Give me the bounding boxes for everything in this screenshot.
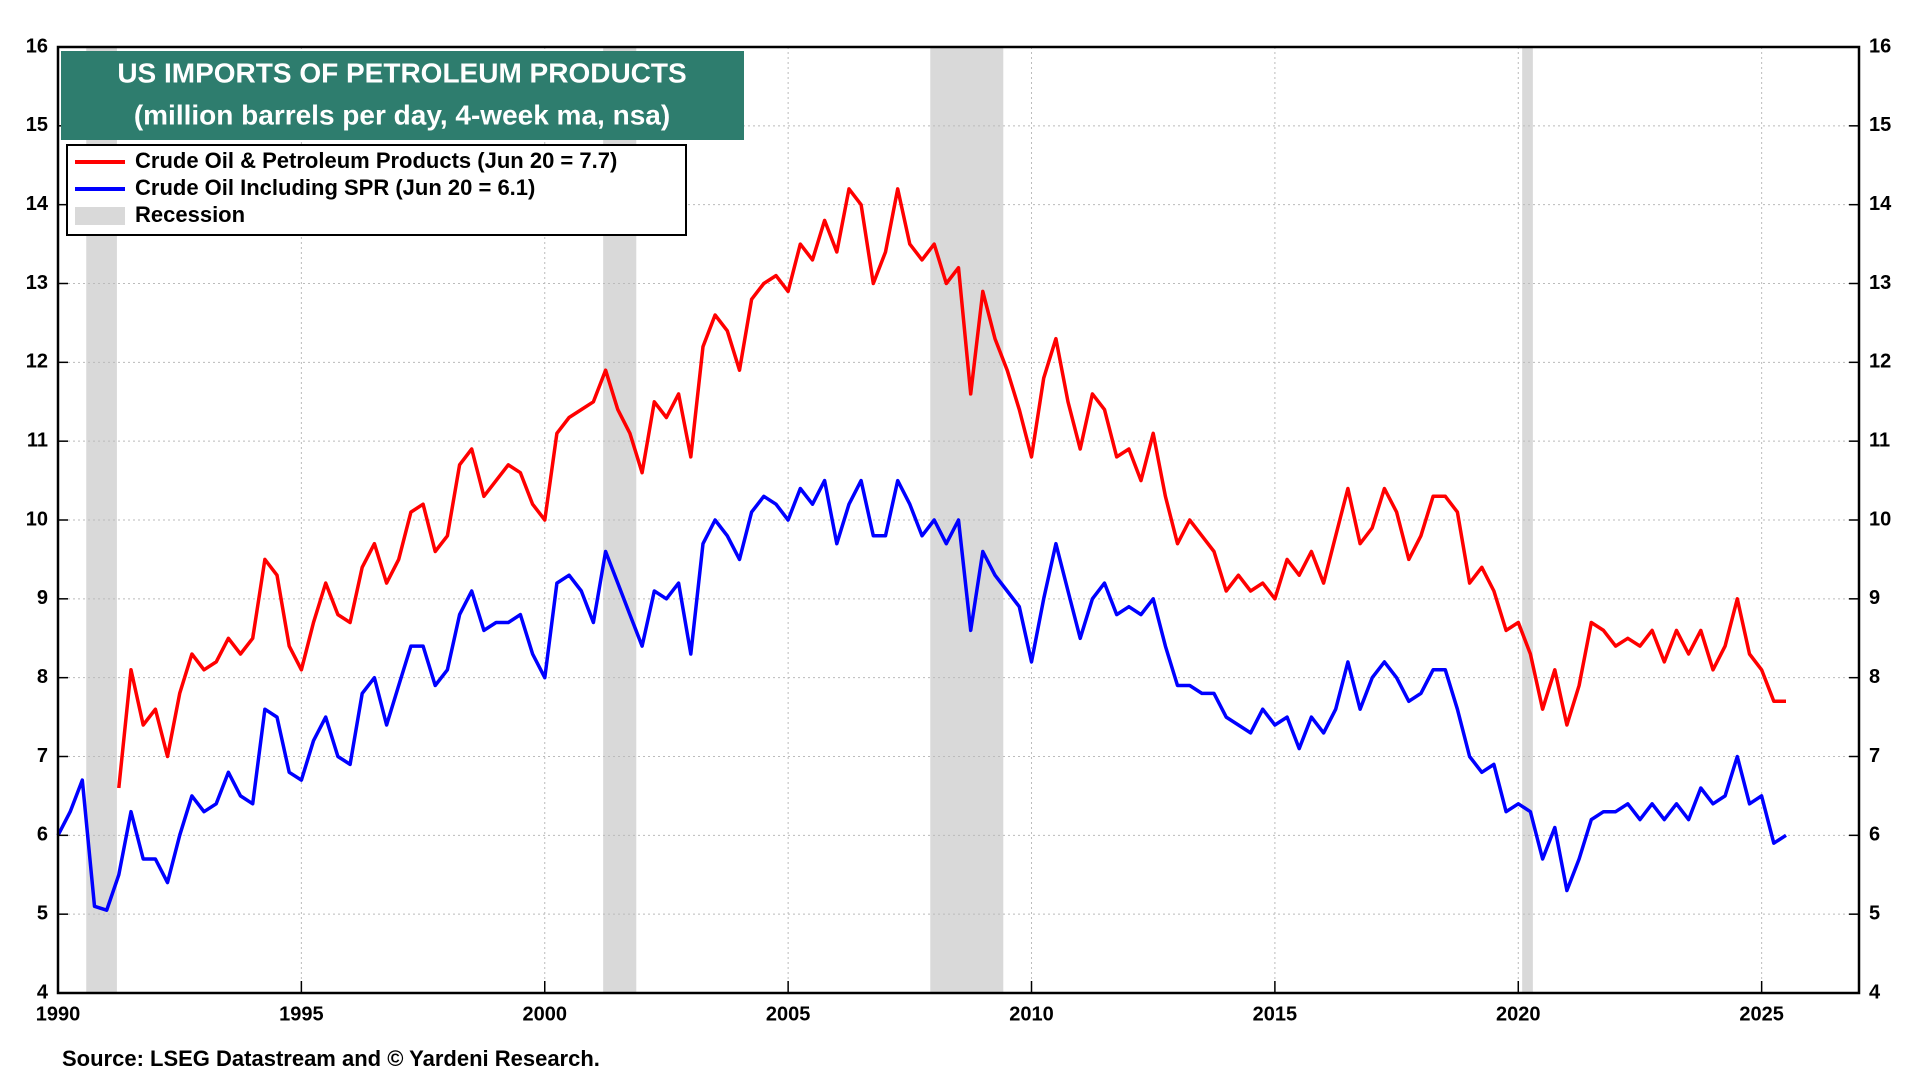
source-note: Source: LSEG Datastream and © Yardeni Re… [62,1046,600,1071]
x-tick-label: 2020 [1496,1003,1541,1025]
x-tick-label: 2015 [1253,1003,1298,1025]
y-tick-label: 4 [37,981,49,1003]
y2-tick-label: 12 [1869,351,1891,373]
y2-tick-label: 16 [1869,35,1891,57]
y-tick-label: 9 [37,587,48,609]
y2-tick-label: 14 [1869,193,1892,215]
y-tick-label: 14 [26,193,49,215]
y2-tick-label: 6 [1869,824,1880,846]
y-tick-label: 13 [26,272,48,294]
legend-label: Recession [135,202,245,227]
y-tick-label: 11 [27,429,48,451]
legend-swatch [75,207,125,225]
title-box [61,51,744,140]
y-tick-label: 7 [37,745,48,767]
y-tick-label: 12 [26,351,48,373]
x-tick-label: 1995 [279,1003,324,1025]
x-tick-label: 1990 [36,1003,81,1025]
y2-tick-label: 9 [1869,587,1880,609]
chart-subtitle: (million barrels per day, 4-week ma, nsa… [134,99,670,130]
lines-layer [56,187,1787,912]
y2-tick-label: 10 [1869,508,1891,530]
y-tick-label: 16 [26,35,48,57]
recession-band [1522,47,1533,993]
y2-tick-label: 13 [1869,272,1891,294]
recession-band [930,47,1004,993]
y-tick-label: 6 [37,824,48,846]
front-layer: 4 4 5 5 6 6 7 7 8 8 9 9 10 10 11 11 12 12 13 13 14 14 15 15 16 16… [26,35,1892,1025]
y-tick-label: 15 [26,114,48,136]
series-line [56,478,1787,912]
y2-tick-label: 8 [1869,666,1880,688]
series-line [117,187,1786,789]
x-tick-label: 2010 [1009,1003,1054,1025]
x-tick-label: 2005 [766,1003,811,1025]
y-tick-label: 5 [37,902,48,924]
y2-tick-label: 7 [1869,745,1880,767]
y2-tick-label: 5 [1869,902,1880,924]
x-tick-label: 2025 [1739,1003,1784,1025]
legend-label: Crude Oil Including SPR (Jun 20 = 6.1) [135,175,535,200]
chart-title: US IMPORTS OF PETROLEUM PRODUCTS [117,57,686,88]
legend-box [66,144,687,236]
y2-tick-label: 11 [1869,429,1890,451]
legend-label: Crude Oil & Petroleum Products (Jun 20 =… [135,148,617,173]
y2-tick-label: 4 [1869,981,1881,1003]
y-tick-label: 10 [26,508,48,530]
y2-tick-label: 15 [1869,114,1891,136]
x-tick-label: 2000 [523,1003,568,1025]
y-tick-label: 8 [37,666,48,688]
